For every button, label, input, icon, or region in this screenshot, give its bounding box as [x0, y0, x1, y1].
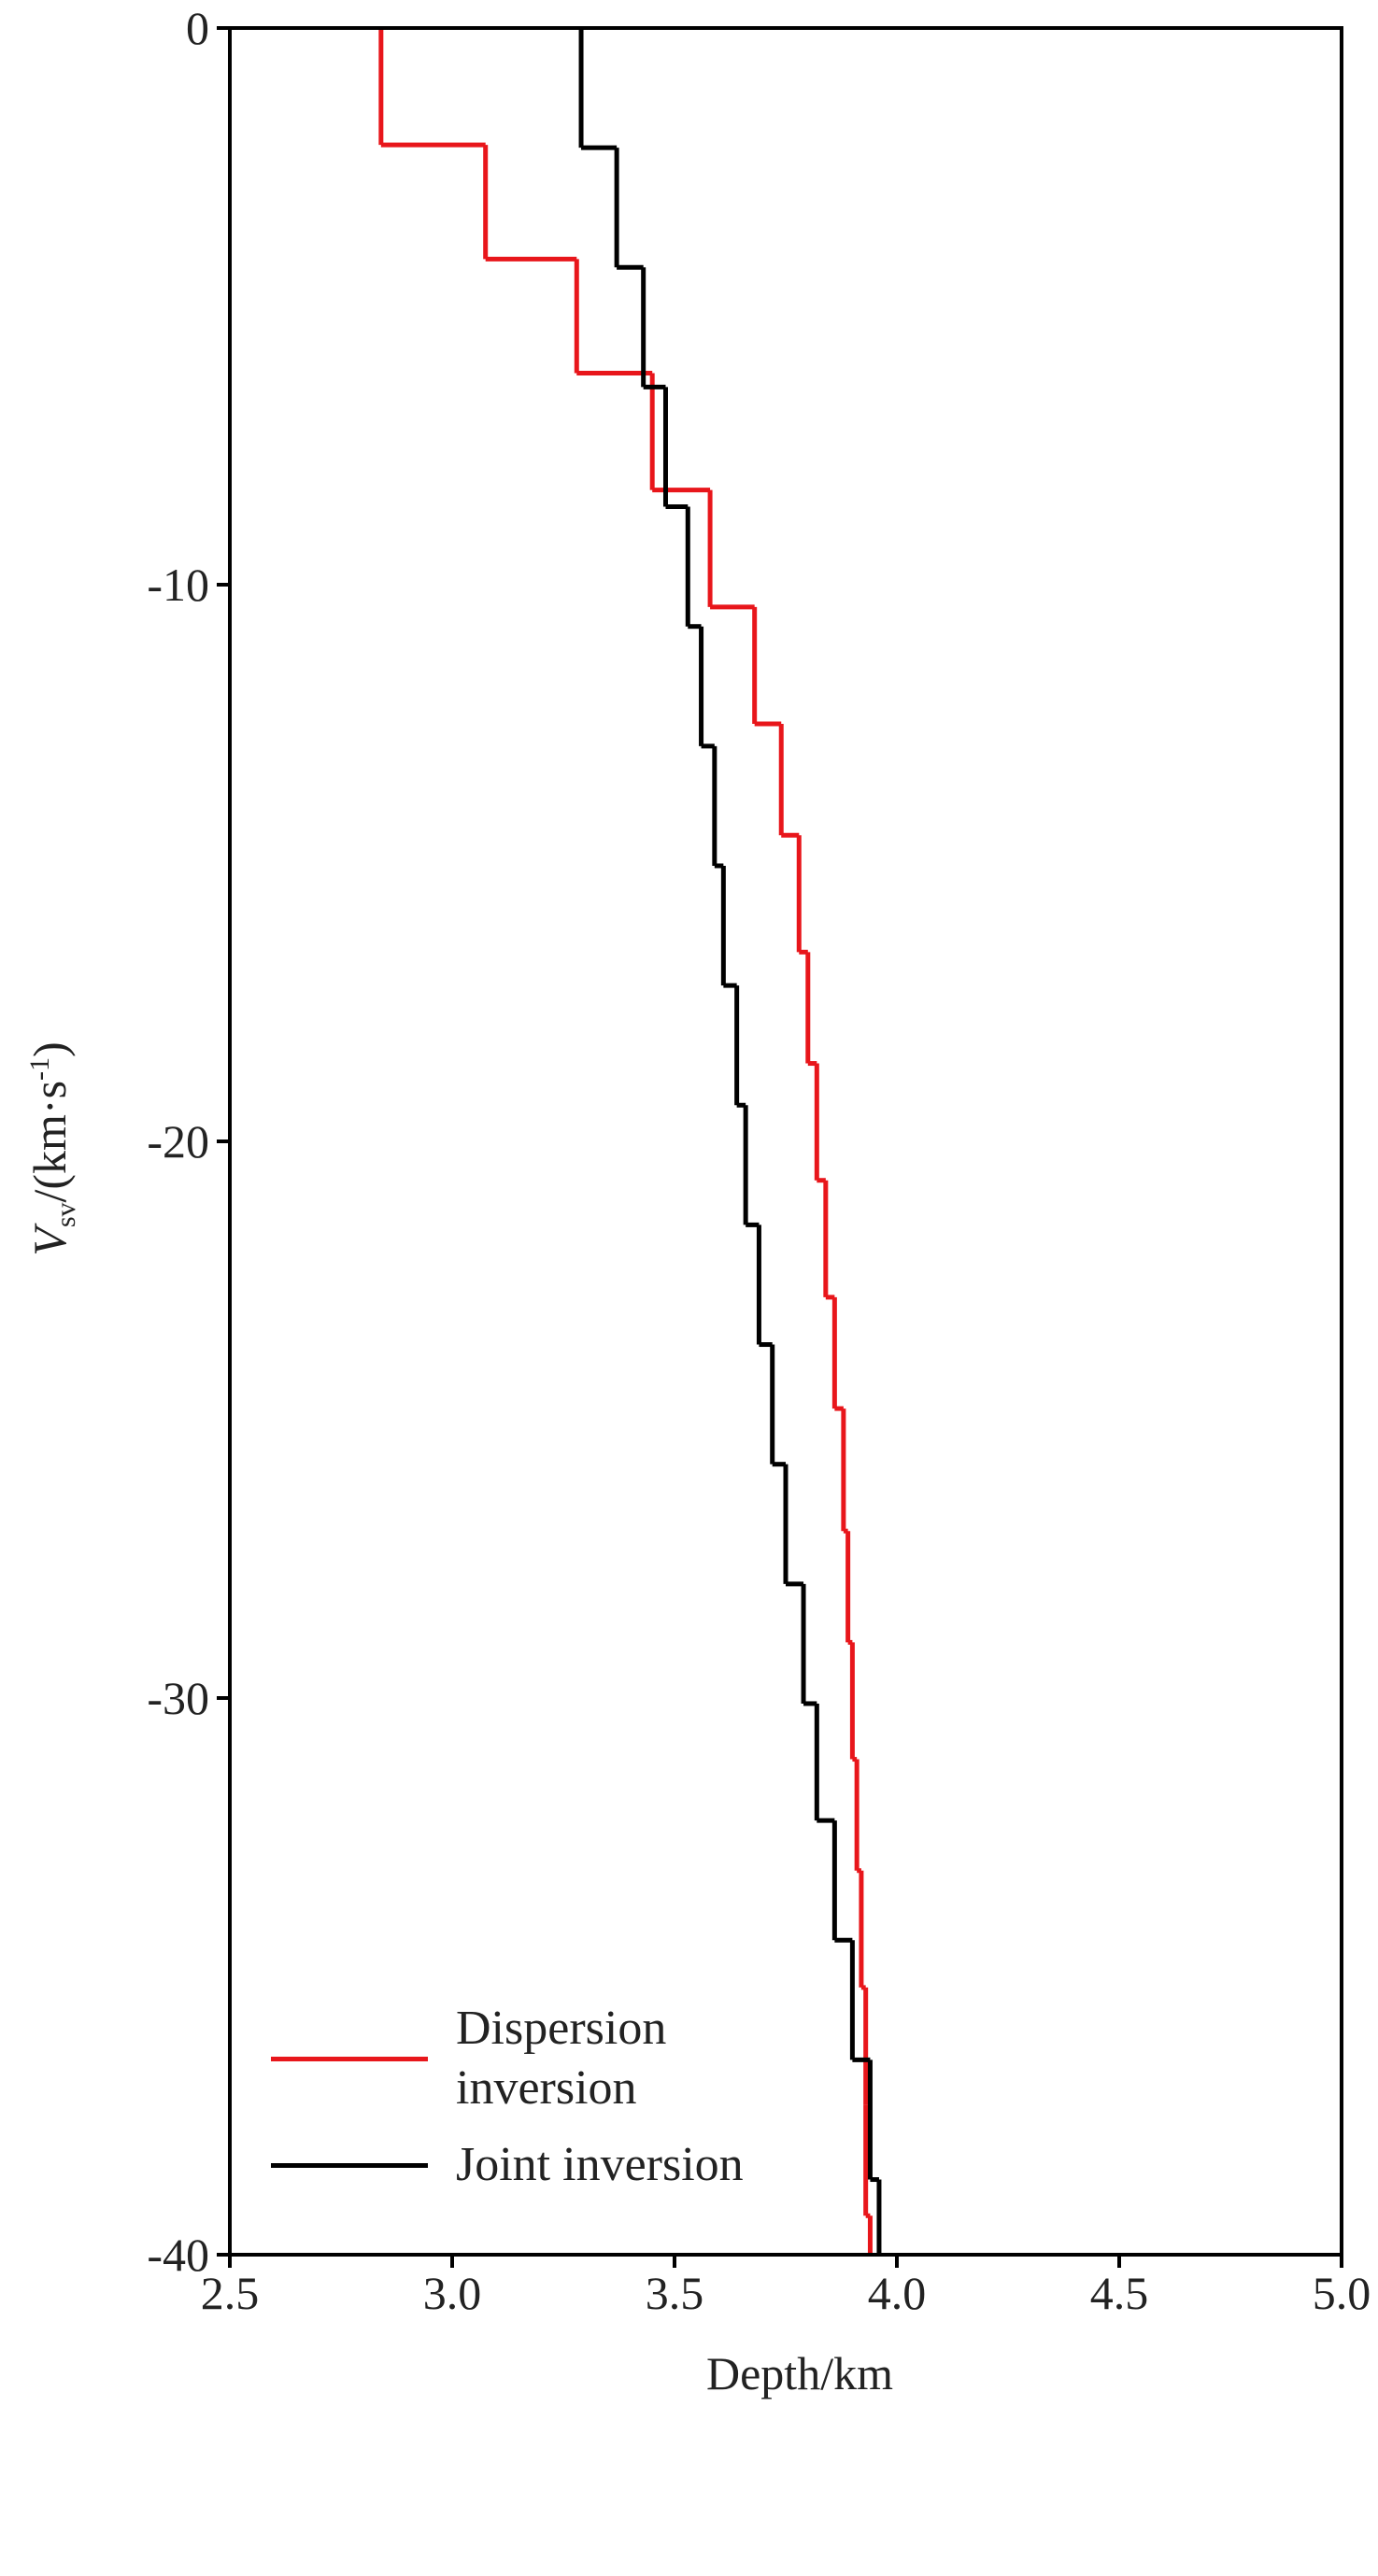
x-axis-label: Depth/km	[706, 2347, 893, 2399]
legend-swatch	[271, 2162, 428, 2168]
y-label-sup: -1	[24, 1057, 55, 1081]
y-tick-label: 0	[186, 2, 209, 54]
y-axis-label: Vsv/(km·s-1)	[23, 1041, 81, 1255]
x-tick-label: 4.0	[868, 2267, 927, 2319]
y-label-unit: /(km·s	[23, 1081, 76, 1203]
x-tick-label: 3.5	[646, 2267, 704, 2319]
x-tick-label: 5.0	[1313, 2267, 1371, 2319]
y-label-sub: sv	[50, 1202, 81, 1227]
legend: Dispersion inversion Joint inversion	[271, 1999, 774, 2212]
y-label-end: )	[23, 1041, 76, 1057]
x-tick-label: 4.5	[1090, 2267, 1149, 2319]
y-tick-label: -30	[147, 1672, 209, 1724]
y-tick-label: -10	[147, 559, 209, 611]
y-label-symbol: V	[23, 1223, 76, 1256]
legend-label: Joint inversion	[456, 2138, 744, 2191]
plot-frame	[228, 26, 1343, 2257]
legend-entry: Dispersion inversion	[271, 1999, 774, 2118]
y-tick-label: -20	[147, 1115, 209, 1168]
y-tick-label: -40	[147, 2229, 209, 2281]
x-tick-label: 2.5	[201, 2267, 260, 2319]
legend-swatch	[271, 2056, 428, 2061]
legend-entry: Joint inversion	[271, 2135, 774, 2195]
x-tick-label: 3.0	[423, 2267, 482, 2319]
legend-label: Dispersion inversion	[456, 2002, 667, 2115]
